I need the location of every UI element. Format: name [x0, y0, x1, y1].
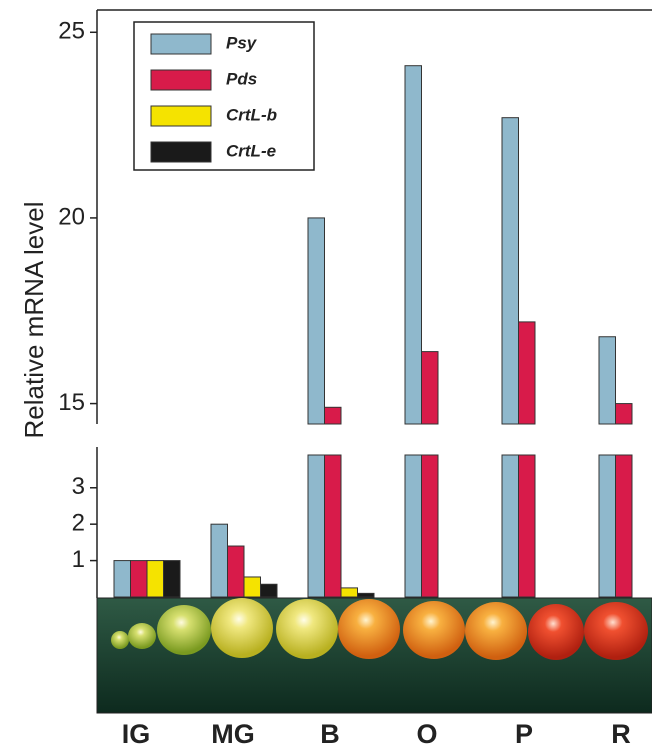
- bar-lower: [325, 455, 342, 597]
- y-tick-label: 15: [58, 389, 85, 416]
- bar: [164, 561, 181, 597]
- x-tick-label: O: [416, 719, 437, 749]
- bar-lower: [405, 455, 422, 597]
- legend-label: CrtL-e: [226, 141, 276, 160]
- bar-upper: [599, 337, 616, 424]
- bar: [358, 593, 375, 597]
- bar-upper: [405, 66, 422, 424]
- y-tick-label: 20: [58, 203, 85, 230]
- legend-swatch: [151, 106, 211, 126]
- y-tick-label: 25: [58, 18, 85, 45]
- x-tick-label: P: [515, 719, 533, 749]
- chart: Relative mRNA level Psy Pds CrtL-b CrtL-e 1…: [0, 0, 652, 750]
- legend-label: Pds: [226, 69, 257, 88]
- bar-lower: [599, 455, 616, 597]
- photo: [97, 598, 652, 713]
- bar-upper: [502, 118, 519, 424]
- bar: [131, 561, 148, 597]
- legend-label: Psy: [226, 33, 258, 52]
- legend-swatch: [151, 34, 211, 54]
- legend-swatch: [151, 70, 211, 90]
- bar-lower: [502, 455, 519, 597]
- bar: [261, 584, 278, 597]
- bar: [341, 588, 358, 597]
- bar: [147, 561, 164, 597]
- y-tick-label: 1: [72, 546, 85, 573]
- legend: Psy Pds CrtL-b CrtL-e: [134, 22, 314, 170]
- bar-lower: [422, 455, 439, 597]
- x-tick-label: B: [320, 719, 340, 749]
- x-tick-label: IG: [122, 719, 151, 749]
- bar-upper: [422, 352, 439, 424]
- legend-swatch: [151, 142, 211, 162]
- y-tick-label: 3: [72, 473, 85, 500]
- bar-upper: [325, 407, 342, 424]
- bar-upper: [308, 218, 325, 424]
- bar-lower: [519, 455, 536, 597]
- y-tick-label: 2: [72, 510, 85, 537]
- bar-lower: [616, 455, 633, 597]
- x-tick-label: MG: [211, 719, 255, 749]
- bar: [228, 546, 245, 597]
- bar-upper: [519, 322, 536, 424]
- x-tick-label: R: [611, 719, 631, 749]
- bar: [244, 577, 261, 597]
- bar-lower: [308, 455, 325, 597]
- bar: [114, 561, 131, 597]
- y-axis-label: Relative mRNA level: [19, 202, 49, 439]
- bar: [211, 524, 228, 597]
- legend-label: CrtL-b: [226, 105, 277, 124]
- bar-upper: [616, 404, 633, 424]
